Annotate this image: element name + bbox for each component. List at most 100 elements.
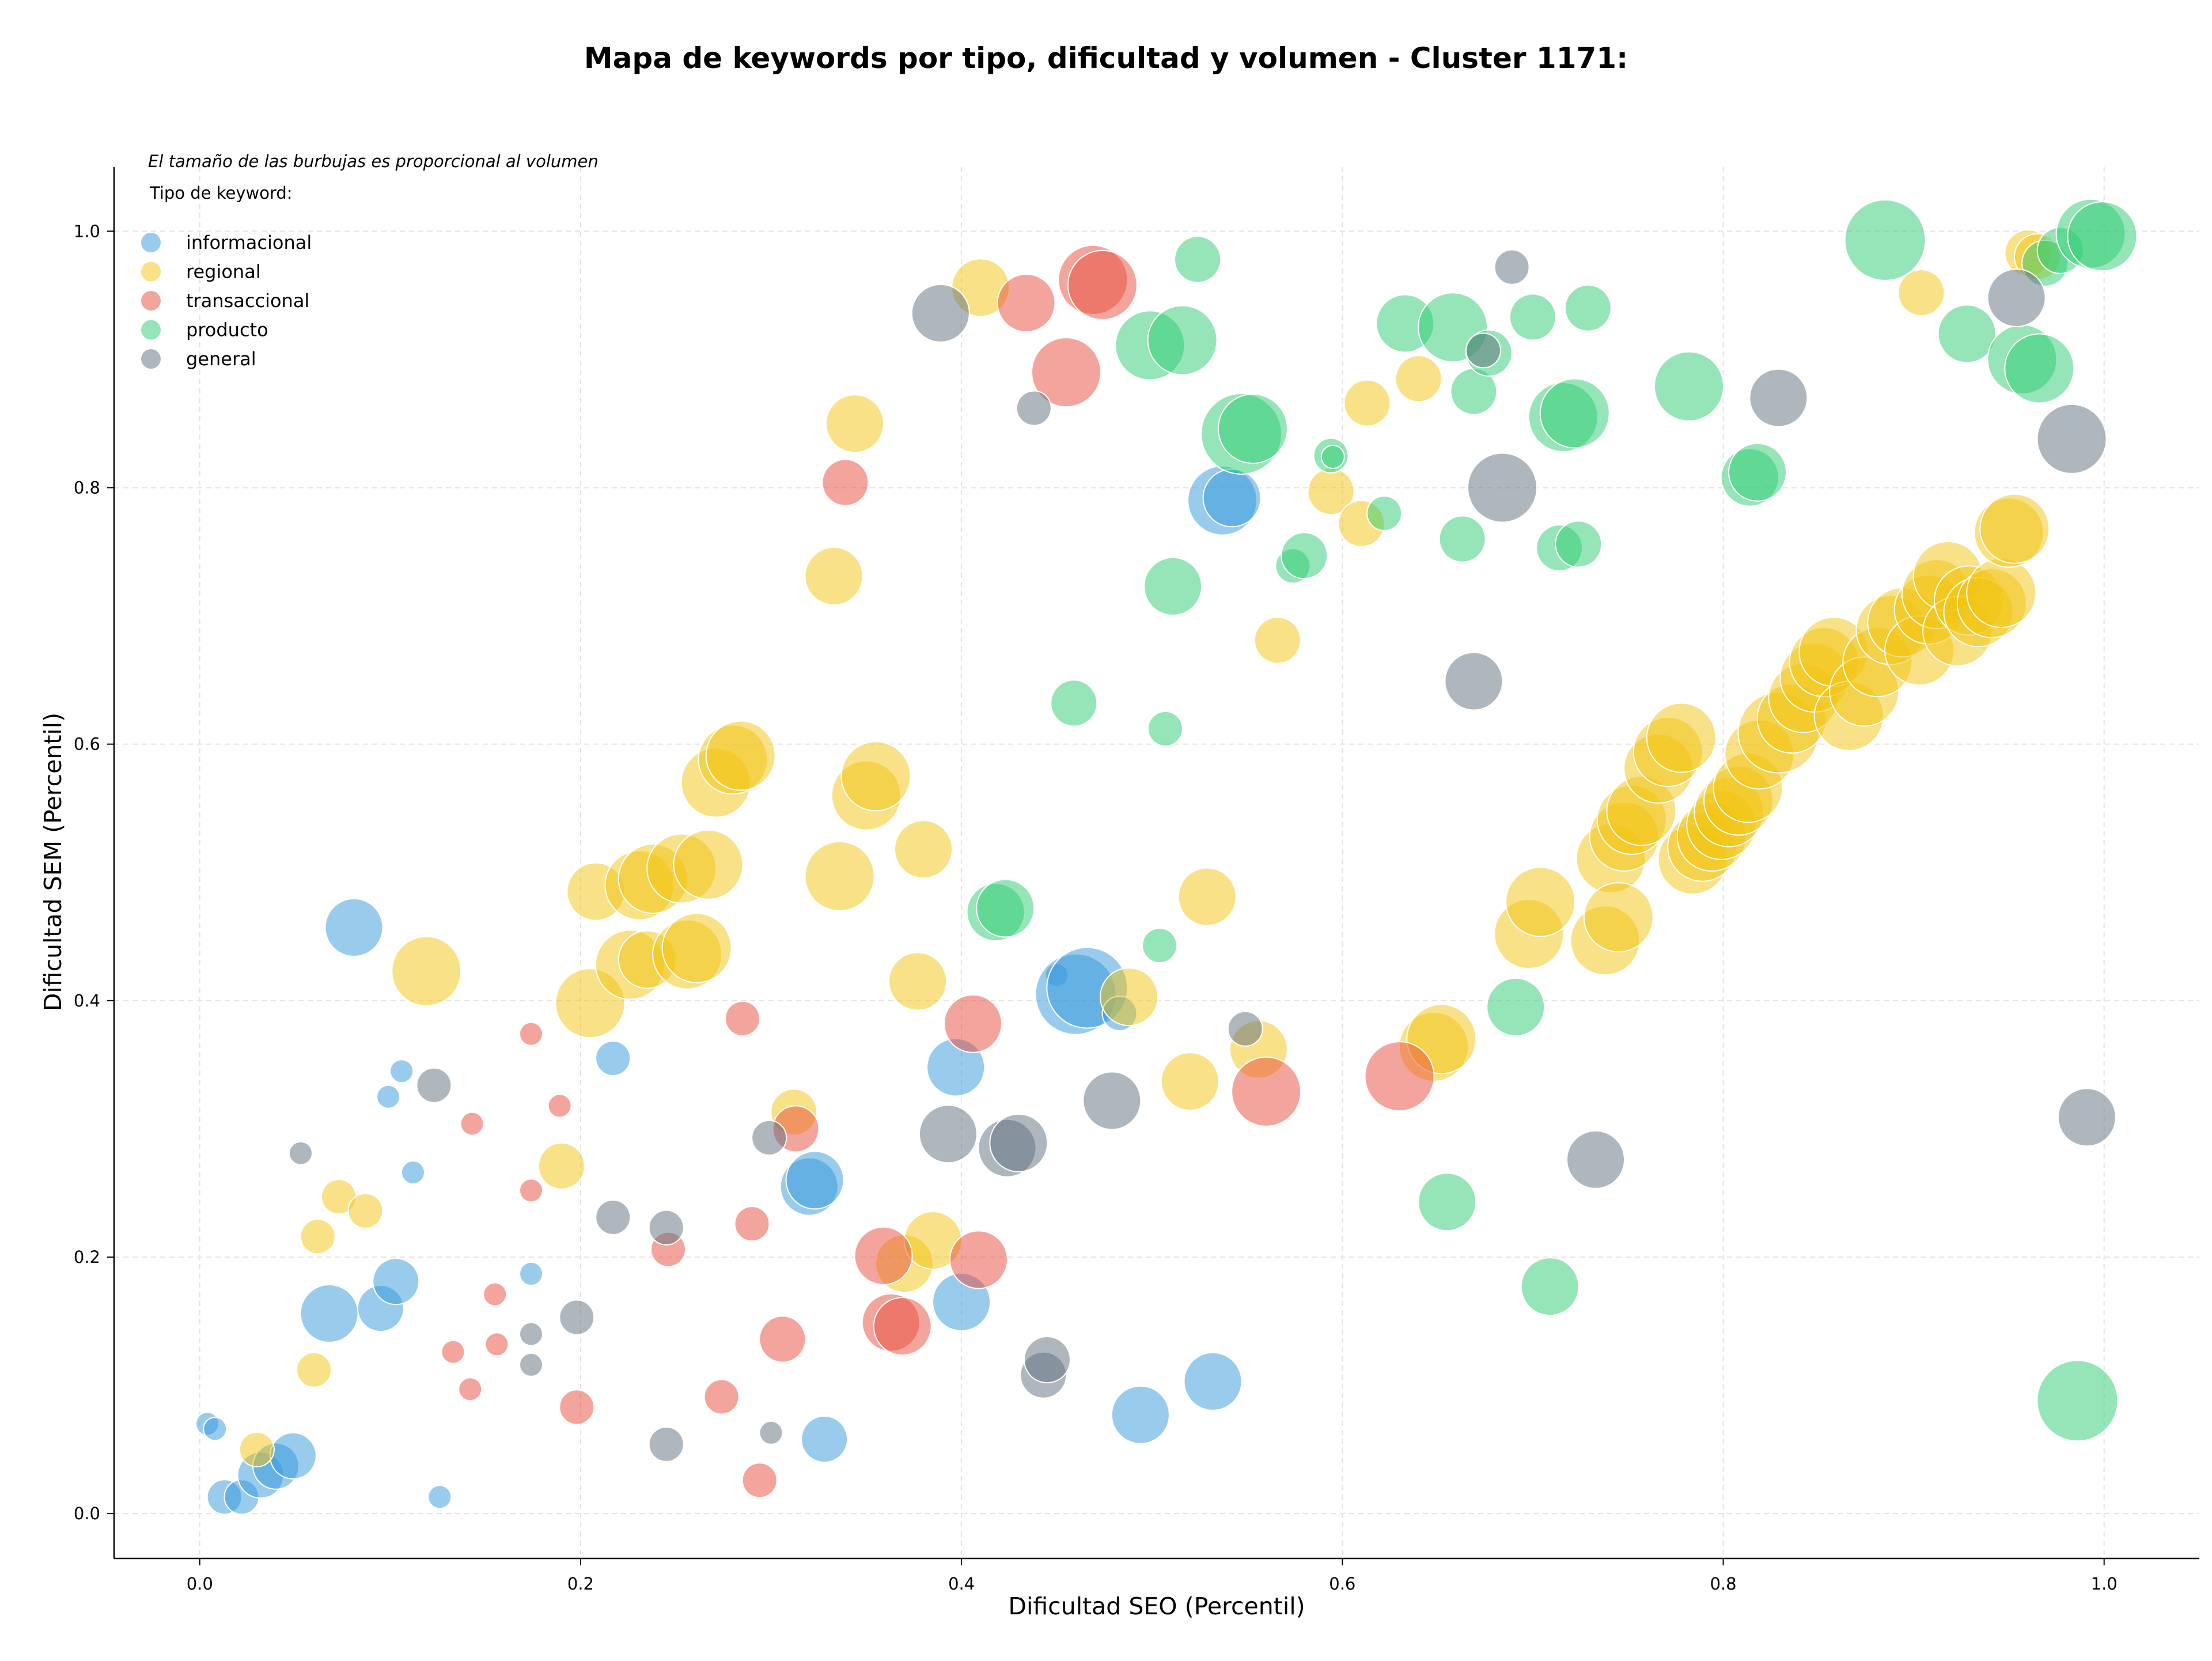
x-tick-label: 0.2 — [567, 1574, 594, 1594]
bubble-general — [519, 1352, 543, 1377]
bubble-general — [595, 1199, 631, 1235]
bubble-regional — [347, 1193, 384, 1229]
bubble-informacional — [269, 1432, 317, 1480]
bubble-transaccional — [484, 1332, 509, 1357]
bubble-regional — [804, 547, 863, 606]
bubble-informacional — [1202, 468, 1262, 528]
legend-marker-informacional — [141, 233, 161, 252]
bubble-producto — [1050, 679, 1098, 727]
bubble-transaccional — [1364, 1041, 1435, 1112]
bubble-transaccional — [741, 1462, 778, 1499]
bubble-producto — [1486, 977, 1546, 1036]
bubble-producto — [1174, 236, 1222, 283]
bubble-informacional — [801, 1416, 849, 1463]
bubble-general — [416, 1067, 452, 1103]
bubble-regional — [1177, 867, 1237, 926]
bubble-informacional — [389, 1059, 414, 1084]
bubble-general — [751, 1119, 787, 1156]
bubble-informacional — [1183, 1352, 1243, 1411]
bubble-regional — [391, 936, 462, 1007]
bubble-general — [519, 1322, 543, 1346]
bubble-transaccional — [519, 1178, 543, 1203]
bubble-producto — [1728, 442, 1787, 502]
bubble-regional — [300, 1219, 336, 1255]
bubble-regional — [1505, 867, 1576, 937]
bubble-general — [919, 1104, 978, 1164]
bubble-regional — [537, 1142, 585, 1190]
bubble-regional — [1100, 967, 1159, 1027]
y-tick-label: 0.0 — [74, 1504, 100, 1523]
bubble-general — [1227, 1011, 1263, 1047]
bubble-regional — [673, 829, 744, 900]
y-tick-label: 0.8 — [74, 478, 100, 497]
bubble-general — [1023, 1336, 1071, 1383]
bubble-producto — [1844, 199, 1926, 281]
bubble-regional — [661, 913, 732, 983]
bubble-general — [1566, 1130, 1625, 1189]
bubble-producto — [1418, 1172, 1477, 1232]
bubble-producto — [1320, 445, 1345, 469]
bubble-general — [2036, 403, 2107, 474]
bubble-transaccional — [547, 1094, 572, 1118]
legend-label-producto: producto — [186, 319, 268, 341]
bubble-producto — [1539, 378, 1610, 449]
bubble-producto — [2004, 333, 2075, 404]
y-tick-label: 1.0 — [74, 221, 100, 241]
bubble-producto — [1509, 293, 1556, 341]
bubble-transaccional — [759, 1315, 806, 1363]
bubble-general — [289, 1141, 313, 1166]
bubble-informacional — [401, 1160, 425, 1185]
bubble-informacional — [376, 1084, 401, 1109]
bubble-general — [648, 1426, 684, 1462]
bubble-regional — [238, 1431, 275, 1467]
bubble-regional — [840, 741, 911, 812]
bubble-general — [1465, 332, 1501, 369]
bubble-producto — [1142, 928, 1177, 964]
legend-label-regional: regional — [186, 261, 261, 283]
bubble-regional — [888, 952, 948, 1011]
y-tick-label: 0.2 — [74, 1247, 100, 1267]
bubble-informacional — [785, 1151, 844, 1210]
bubble-general — [1016, 390, 1052, 426]
legend-marker-general — [141, 349, 161, 369]
x-tick-label: 0.6 — [1329, 1574, 1355, 1594]
bubble-transaccional — [821, 459, 869, 506]
bubble-regional — [296, 1352, 332, 1388]
bubble-transaccional — [1031, 337, 1101, 408]
legend: El tamaño de las burbujas es proporciona… — [141, 152, 599, 370]
y-tick-label: 0.6 — [74, 735, 100, 754]
legend-label-informacional: informacional — [186, 232, 312, 253]
bubble-producto — [1654, 351, 1724, 422]
bubble-regional — [1966, 558, 2037, 628]
bubble-transaccional — [1067, 249, 1138, 320]
bubble-informacional — [372, 1258, 420, 1306]
bubble-transaccional — [725, 1000, 760, 1036]
bubble-producto — [1147, 305, 1218, 376]
bubble-producto — [1143, 557, 1203, 616]
bubble-transaccional — [1231, 1056, 1302, 1127]
bubble-general — [1082, 1071, 1142, 1130]
bubble-regional — [705, 720, 776, 791]
x-tick-label: 0.4 — [948, 1574, 975, 1594]
bubble-informacional — [1111, 1385, 1170, 1444]
y-tick-label: 0.4 — [74, 991, 100, 1011]
bubble-transaccional — [460, 1111, 484, 1136]
bubble-regional — [1343, 379, 1391, 427]
bubble-general — [1467, 452, 1537, 523]
bubble-transaccional — [949, 1230, 1008, 1289]
bubble-layer — [195, 198, 2138, 1515]
x-tick-label: 0.8 — [1710, 1574, 1736, 1594]
bubble-producto — [976, 879, 1035, 938]
bubble-transaccional — [458, 1377, 483, 1402]
bubble-producto — [1438, 515, 1486, 563]
bubble-transaccional — [559, 1389, 595, 1425]
bubble-general — [1749, 368, 1808, 427]
bubble-regional — [1583, 882, 1654, 953]
bubble-transaccional — [944, 994, 1002, 1053]
x-axis-label: Dificultad SEO (Percentil) — [1008, 1592, 1305, 1620]
bubble-transaccional — [873, 1297, 932, 1356]
x-tick-label: 1.0 — [2091, 1574, 2118, 1594]
legend-label-general: general — [186, 348, 256, 370]
bubble-regional — [894, 820, 953, 879]
